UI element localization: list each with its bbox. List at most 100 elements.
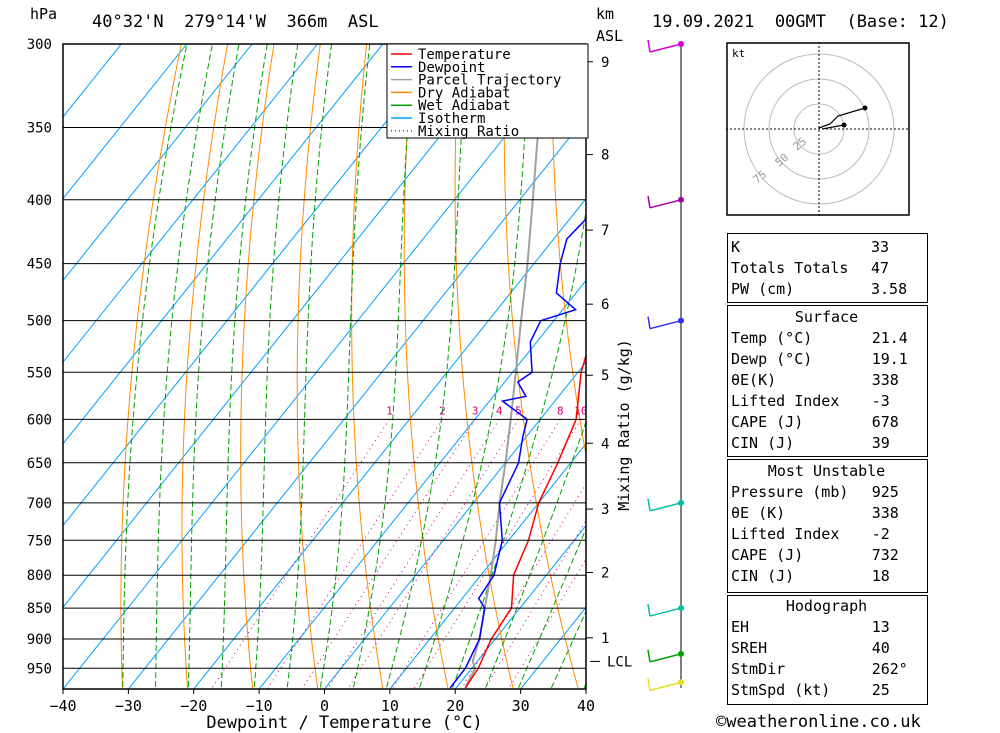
hpa-unit-label: hPa xyxy=(30,5,58,23)
pressure-tick-label: 450 xyxy=(27,257,52,273)
wet-adiabat-line xyxy=(253,44,299,689)
x-tick-label: 40 xyxy=(577,697,595,715)
mixing-ratio-label: 5 xyxy=(515,404,522,417)
dry-adiabat-line xyxy=(351,44,384,689)
isotherm-line xyxy=(258,279,586,689)
surface-row: Dewp (°C) 19.1 xyxy=(731,349,908,368)
pressure-tick-label: 750 xyxy=(27,533,52,549)
surface-row: CAPE (J) 678 xyxy=(731,412,899,431)
wet-adiabat-line xyxy=(319,44,371,689)
wet-adiabat-line xyxy=(352,44,415,689)
legend-box xyxy=(386,43,589,139)
pressure-tick-label: 850 xyxy=(27,601,52,617)
mixing-ratio-label: 8 xyxy=(557,404,564,417)
wet-adiabat-line xyxy=(122,44,188,689)
mu-row: Pressure (mb) 925 xyxy=(731,482,899,501)
km-tick-label: 9 xyxy=(601,55,609,71)
surface-row: CIN (J) 39 xyxy=(731,433,890,452)
surface-row: θE(K) 338 xyxy=(731,370,899,389)
surface-box xyxy=(727,305,928,457)
hodograph-params-box xyxy=(727,595,928,705)
pressure-tick-label: 650 xyxy=(27,456,52,472)
mixing-ratio-axis-label: Mixing Ratio (g/kg) xyxy=(615,339,633,511)
dewpoint-line xyxy=(449,218,586,689)
isotherm-line xyxy=(127,116,586,689)
wind-barb-shaft xyxy=(649,607,682,617)
mixing-ratio-line xyxy=(347,419,519,689)
mixing-ratio-label: 1 xyxy=(386,404,393,417)
wet-adiabat-line xyxy=(187,44,240,689)
indices-table: K 33 Totals Totals 47 PW (cm) 3.58 xyxy=(727,236,925,299)
mixing-ratio-label: 10 xyxy=(574,404,587,417)
wet-adiabat-line xyxy=(517,527,586,689)
wet-adiabat-line xyxy=(220,44,268,689)
mixing-ratio-line xyxy=(507,558,586,689)
pressure-tick-label: 600 xyxy=(27,412,52,428)
skewt-chart: 1 2 3 4 5 8 10 16 20 2530035040045050055060065070… xyxy=(27,37,720,733)
wet-adiabat-line xyxy=(550,610,586,689)
legend-label: Dry Adiabat xyxy=(418,85,511,101)
surface-title: Surface xyxy=(794,307,859,326)
mixing-ratio-label: 2 xyxy=(439,404,446,417)
legend-label: Dewpoint xyxy=(418,60,485,76)
pw-value: 3.58 xyxy=(871,279,908,298)
wind-barb xyxy=(647,678,682,692)
pressure-tick-label: 900 xyxy=(27,632,52,648)
km-unit-label: km xyxy=(596,5,615,23)
location-label: 40°32'N 279°14'W 366m ASL xyxy=(92,12,379,32)
x-tick-label: 20 xyxy=(446,697,464,715)
mu-row: θE (K) 338 xyxy=(731,503,899,522)
hodograph-unit-label: kt xyxy=(732,47,745,60)
mixing-ratio-line xyxy=(326,419,500,689)
hodograph-endpoint xyxy=(862,105,868,111)
surface-row: Temp (°C) 21.4 xyxy=(731,328,908,347)
wet-adiabat-line xyxy=(286,44,333,689)
isotherm-line xyxy=(193,197,586,689)
dry-adiabat-line xyxy=(454,44,514,689)
wind-barb-flag xyxy=(647,649,651,662)
hp-row: EH 13 xyxy=(731,617,890,636)
mixing-ratio-label: 25 xyxy=(663,404,676,417)
mu-row: CAPE (J) 732 xyxy=(731,545,899,564)
hp-row: StmSpd (kt) 25 xyxy=(731,680,890,699)
hp-row: StmDir 262° xyxy=(731,659,908,678)
isotherm-line xyxy=(454,524,586,689)
most-unstable-table: Most Unstable Pressure (mb) 925 θE (K) 338… xyxy=(727,460,926,586)
legend-label: Mixing Ratio xyxy=(418,124,519,140)
tt-value: 47 xyxy=(871,258,890,277)
wind-barb-flag xyxy=(647,316,651,329)
wind-barb-shaft xyxy=(649,653,682,663)
mixing-ratio-line xyxy=(210,419,390,689)
wind-barb xyxy=(647,316,682,330)
dry-adiabat-line xyxy=(240,44,275,689)
wind-barb-shaft xyxy=(649,319,682,330)
wet-adiabat-line xyxy=(451,208,586,689)
pressure-tick-label: 800 xyxy=(27,568,52,584)
pressure-tick-label: 550 xyxy=(27,365,52,381)
hodograph-params-table: Hodograph EH 13 SREH 40 StmDir 262° StmSpd … xyxy=(727,595,926,700)
x-tick-label: −20 xyxy=(180,697,207,715)
isotherm-line xyxy=(63,44,449,527)
pressure-tick-label: 300 xyxy=(27,37,52,53)
dry-adiabat-line xyxy=(551,44,586,458)
wind-barb-flag xyxy=(647,603,651,617)
isotherm-line xyxy=(63,44,580,689)
wind-barb xyxy=(647,649,682,663)
legend-label: Parcel Trajectory xyxy=(418,73,561,89)
credit-label: ©weatheronline.co.uk xyxy=(716,712,921,732)
x-tick-label: −30 xyxy=(115,697,142,715)
isotherm-line xyxy=(63,44,384,445)
wind-barb xyxy=(647,603,682,617)
hodograph-params-title: Hodograph xyxy=(785,596,868,615)
dry-adiabat-line xyxy=(645,44,720,691)
wind-barb-shaft xyxy=(649,681,682,692)
wind-barb-flag xyxy=(647,678,651,691)
tt-label: Totals Totals xyxy=(731,258,849,277)
dry-adiabat-line xyxy=(296,44,321,689)
hodograph-storm-point xyxy=(841,122,847,128)
km-tick-label: 8 xyxy=(601,148,609,164)
dry-adiabat-line xyxy=(120,44,182,689)
isotherm-line xyxy=(63,44,188,200)
km-tick-label: 2 xyxy=(601,566,609,582)
asl-unit-label: ASL xyxy=(596,27,624,45)
